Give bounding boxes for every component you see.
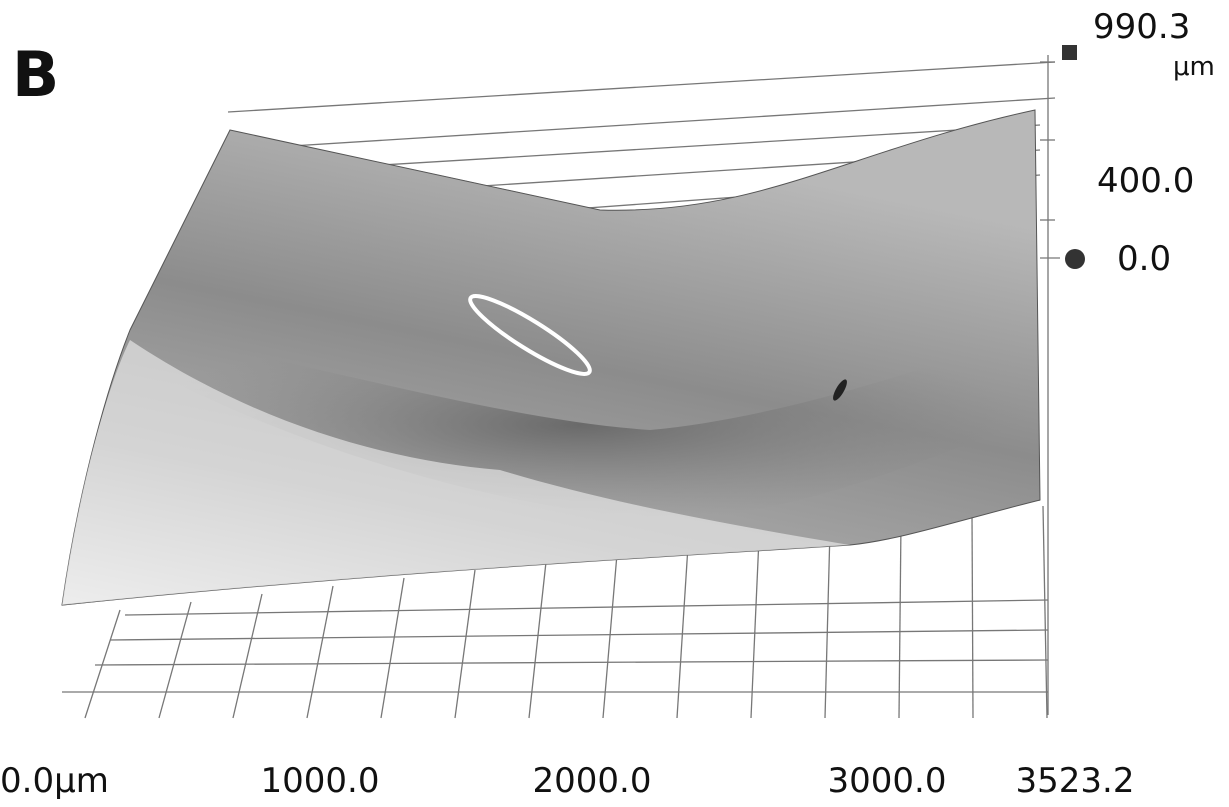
z-max-label: 990.3: [1093, 7, 1190, 47]
floor-grid-line: [899, 522, 901, 718]
x-tick-label: 0.0μm: [0, 761, 109, 801]
floor-grid-line: [825, 530, 830, 718]
floor-grid-line: [307, 586, 333, 718]
floor-grid-line: [159, 602, 191, 718]
floor-grid-line: [1043, 506, 1047, 718]
max-marker: [1062, 45, 1077, 60]
figure-panel: B 990.3 μm 400.0 0.0 0.0μm 1000.0 2000.0…: [0, 0, 1229, 803]
x-tick-label: 1000.0: [261, 761, 380, 801]
x-tick-label: 3523.2: [1016, 761, 1135, 801]
floor-grid-line: [603, 554, 617, 718]
floor-grid-line: [529, 562, 546, 718]
z-unit: μm: [1173, 52, 1215, 82]
x-tick-label: 3000.0: [828, 761, 947, 801]
floor-grid-line: [85, 610, 120, 718]
floor-grid-line: [381, 578, 404, 718]
floor-grid-line: [972, 514, 973, 718]
z-tick-label: 400.0: [1097, 161, 1194, 201]
panel-label: B: [12, 38, 59, 111]
floor-grid-line: [751, 538, 759, 718]
x-tick-label: 2000.0: [533, 761, 652, 801]
floor-grid-line: [455, 570, 475, 718]
zero-marker: [1065, 249, 1085, 269]
z-tick-label: 0.0: [1117, 239, 1171, 279]
